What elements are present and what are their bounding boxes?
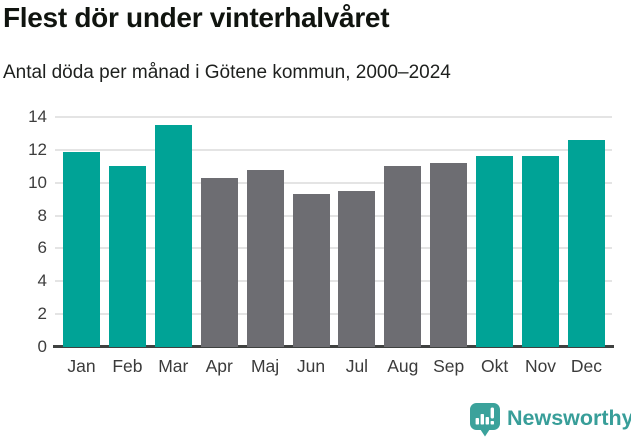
y-tick-label-14: 14 [28,107,47,126]
x-axis-line [53,345,614,348]
chart-subtitle: Antal döda per månad i Götene kommun, 20… [3,62,451,83]
x-tick-label-feb: Feb [112,356,143,376]
x-tick-label-apr: Apr [205,356,233,376]
gridline-8 [55,214,612,217]
x-tick-label-aug: Aug [387,356,419,376]
x-tick-label-jun: Jun [296,356,326,376]
logo-bar-chart-glyph [475,407,494,425]
x-tick-label-okt: Okt [480,356,509,376]
bar-aug [384,166,422,347]
bar-feb [108,166,146,347]
bar-mar [154,125,192,347]
y-tick-label-12: 12 [28,139,47,159]
gridline-2 [55,313,612,316]
y-tick-label-6: 6 [37,238,47,258]
x-tick-label-nov: Nov [524,356,557,376]
x-tick-label-jul: Jul [345,356,369,376]
newsworthy-logo-icon [470,403,500,437]
bar-okt [476,156,514,347]
bar-jan [63,151,100,347]
y-tick-label-8: 8 [37,205,47,225]
bar-jun [292,194,330,347]
bar-jul [338,190,376,347]
x-tick-label-jan: Jan [67,356,96,376]
bar-dec [567,140,605,347]
y-tick-label-4: 4 [37,271,47,291]
x-tick-label-dec: Dec [570,356,602,376]
bar-sep [430,163,468,347]
gridline-4 [55,280,612,283]
y-tick-label-2: 2 [37,304,47,324]
gridline-14 [55,116,612,118]
y-tick-label-10: 10 [28,172,47,192]
plot-area [53,116,614,348]
gridline-6 [55,247,612,250]
y-axis-labels: 0 2 4 6 8 10 12 14 [0,0,47,439]
gridline-12 [55,148,612,151]
brand-name: Newsworthy [507,406,631,430]
gridline-10 [55,181,612,184]
logo-bubble-shape [470,403,500,437]
bar-maj [246,169,284,347]
x-axis-labels: Jan Feb Mar Apr Maj Jun Jul Aug Sep Okt Nov Dec [55,356,612,380]
brand-footer: Newsworthy [470,403,631,437]
chart-title: Flest dör under vinterhalvåret [3,2,390,33]
x-tick-label-mar: Mar [158,356,189,376]
bar-nov [522,156,559,347]
x-tick-label-sep: Sep [433,356,465,376]
bar-apr [200,177,238,347]
y-tick-label-0: 0 [37,337,47,356]
x-tick-label-maj: Maj [250,356,280,376]
